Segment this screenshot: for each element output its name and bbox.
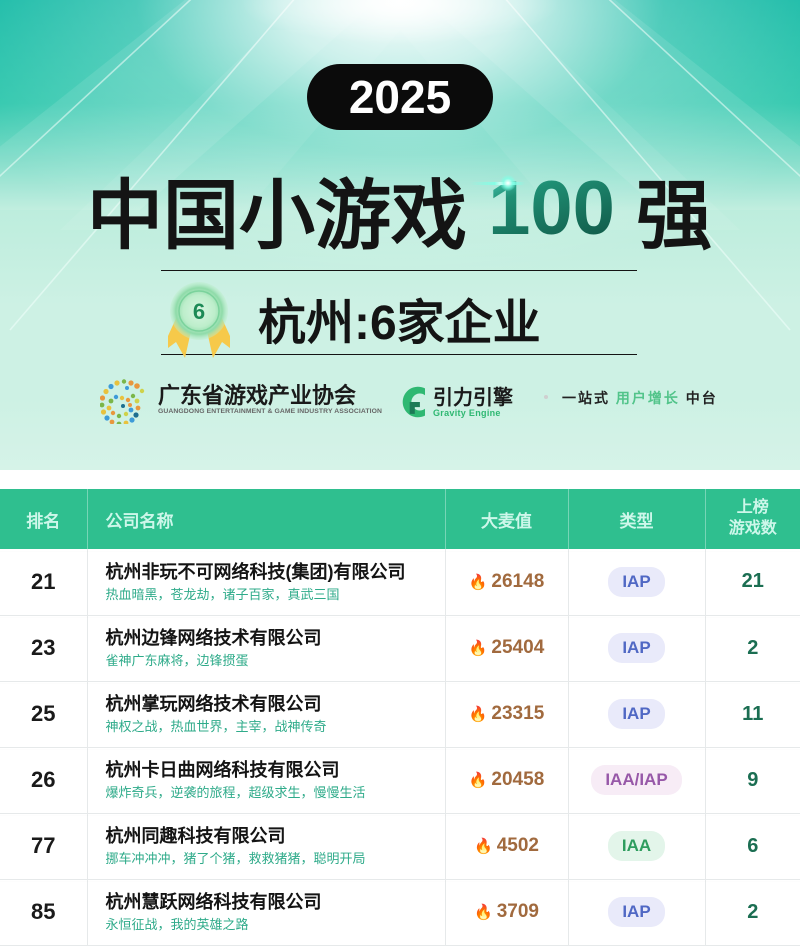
svg-text:6: 6 [193,299,205,324]
